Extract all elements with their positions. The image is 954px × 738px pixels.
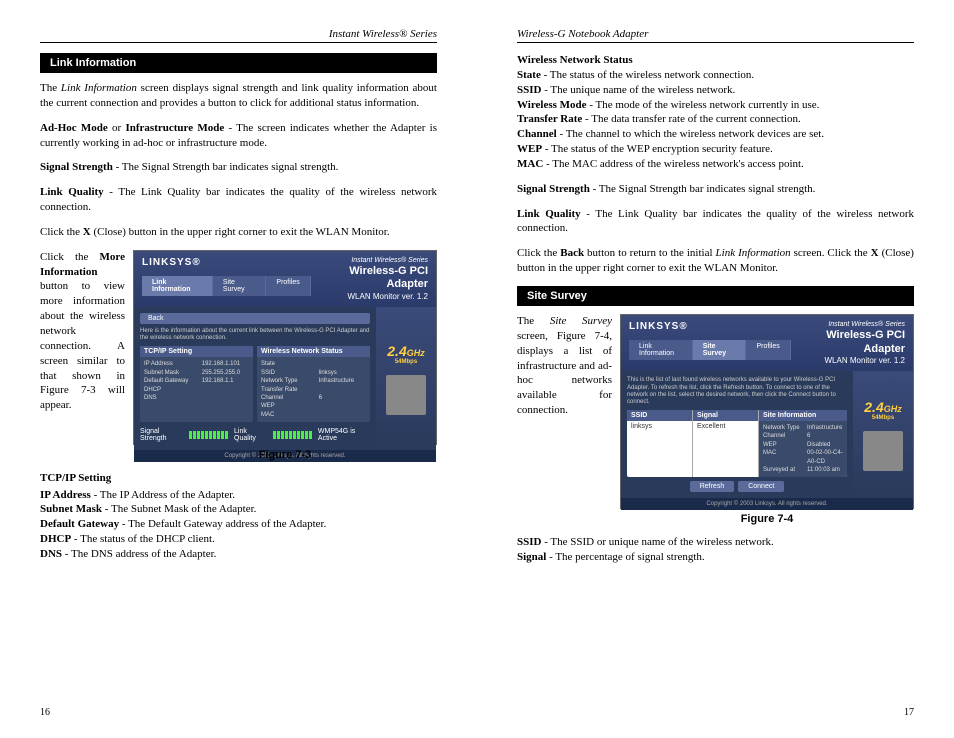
- screenshot-site-survey: LINKSYS® Link Information Site Survey Pr…: [620, 314, 914, 509]
- wep-line: WEP - The status of the WEP encryption s…: [517, 142, 914, 157]
- linkquality-paragraph: Link Quality - The Link Quality bar indi…: [40, 185, 437, 215]
- wns-panel: Wireless Network Status StateSSIDlinksys…: [257, 346, 370, 422]
- list-item-ssid[interactable]: linksys: [627, 421, 692, 432]
- ssid-column: SSID linksys: [627, 410, 693, 477]
- signal-paragraph: Signal Strength - The Signal Strength ba…: [40, 160, 437, 175]
- back-paragraph: Click the Back button to return to the i…: [517, 246, 914, 276]
- subnet-line: Subnet Mask - The Subnet Mask of the Ada…: [40, 502, 437, 517]
- trate-line: Transfer Rate - The data transfer rate o…: [517, 112, 914, 127]
- ss-footer-2: Copyright © 2003 Linksys. All rights res…: [621, 498, 913, 510]
- list-item-signal: Excellent: [693, 421, 758, 432]
- ss-product-title: Instant Wireless® Series Wireless-G PCI …: [311, 257, 428, 301]
- figure-74-wrap: The Site Survey screen, Figure 7-4, disp…: [517, 314, 914, 525]
- ss-side: 2.4GHz 54Mbps: [376, 307, 436, 450]
- signal-column: Signal Excellent: [693, 410, 759, 477]
- tab-profiles-2[interactable]: Profiles: [746, 340, 790, 360]
- intro-paragraph: The Link Information screen displays sig…: [40, 81, 437, 111]
- ss-tabs-2: Link Information Site Survey Profiles: [629, 340, 791, 360]
- section-site-survey: Site Survey: [517, 286, 914, 306]
- wns-header: Wireless Network Status: [517, 53, 914, 68]
- more-info-paragraph: Click the More Information button to vie…: [40, 250, 125, 413]
- ss-header: LINKSYS® Link Information Site Survey Pr…: [134, 251, 436, 307]
- lq-line-r: Link Quality - The Link Quality bar indi…: [517, 207, 914, 237]
- ss-product-title-2: Instant Wireless® Series Wireless-G PCI …: [791, 321, 905, 365]
- tab-profiles[interactable]: Profiles: [266, 276, 310, 296]
- network-list: SSID linksys Signal Excellent Site Infor…: [627, 410, 847, 477]
- ss-body-2: This is the list of last found wireless …: [621, 371, 913, 498]
- screenshot-link-info: LINKSYS® Link Information Site Survey Pr…: [133, 250, 437, 445]
- site-info-panel: Site Information Network TypeInfrastruct…: [759, 410, 847, 477]
- state-line: State - The status of the wireless netwo…: [517, 68, 914, 83]
- signal2-line: Signal - The percentage of signal streng…: [517, 550, 914, 565]
- tcpip-header: TCP/IP Setting: [40, 471, 437, 486]
- signal-bar: [189, 431, 228, 439]
- close-paragraph: Click the X (Close) button in the upper …: [40, 225, 437, 240]
- tab-link-information[interactable]: Link Information: [142, 276, 213, 296]
- ss-main: Back Here is the information about the c…: [134, 307, 376, 450]
- connect-button[interactable]: Connect: [738, 481, 784, 492]
- adapter-icon: [386, 375, 426, 415]
- dns-line: DNS - The DNS address of the Adapter.: [40, 547, 437, 562]
- back-button[interactable]: Back: [140, 313, 370, 324]
- sig-line-r: Signal Strength - The Signal Strength ba…: [517, 182, 914, 197]
- ip-line: IP Address - The IP Address of the Adapt…: [40, 488, 437, 503]
- ghz-badge: 2.4GHz 54Mbps: [387, 343, 424, 365]
- tab-site-survey[interactable]: Site Survey: [213, 276, 267, 296]
- left-page: Instant Wireless® Series Link Informatio…: [0, 0, 477, 738]
- gateway-line: Default Gateway - The Default Gateway ad…: [40, 517, 437, 532]
- wmode-line: Wireless Mode - The mode of the wireless…: [517, 98, 914, 113]
- page-number-right: 17: [904, 707, 914, 718]
- linksys-logo-2: LINKSYS®: [629, 321, 791, 332]
- ss-tabs: Link Information Site Survey Profiles: [142, 276, 311, 296]
- page-number-left: 16: [40, 707, 50, 718]
- ss-description: Here is the information about the curren…: [140, 328, 370, 342]
- ss-header-2: LINKSYS® Link Information Site Survey Pr…: [621, 315, 913, 371]
- tab-link-information-2[interactable]: Link Information: [629, 340, 693, 360]
- ss-body: Back Here is the information about the c…: [134, 307, 436, 450]
- right-page: Wireless-G Notebook Adapter Wireless Net…: [477, 0, 954, 738]
- series-header-right: Wireless-G Notebook Adapter: [517, 28, 914, 43]
- ssid-line: SSID - The unique name of the wireless n…: [517, 83, 914, 98]
- tab-site-survey-2[interactable]: Site Survey: [693, 340, 747, 360]
- refresh-button[interactable]: Refresh: [690, 481, 735, 492]
- figure-74: LINKSYS® Link Information Site Survey Pr…: [620, 314, 914, 525]
- figure-74-caption: Figure 7-4: [620, 513, 914, 525]
- channel-line: Channel - The channel to which the wirel…: [517, 127, 914, 142]
- ssid2-line: SSID - The SSID or unique name of the wi…: [517, 535, 914, 550]
- dhcp-line: DHCP - The status of the DHCP client.: [40, 532, 437, 547]
- button-row: Refresh Connect: [627, 481, 847, 492]
- ss-strength-row: Signal Strength Link Quality WMP54G is A…: [140, 426, 370, 444]
- tcpip-panel: TCP/IP Setting IP Address192.168.1.101Su…: [140, 346, 253, 422]
- adhoc-paragraph: Ad-Hoc Mode or Infrastructure Mode - The…: [40, 121, 437, 151]
- figure-73-wrap: Click the More Information button to vie…: [40, 250, 437, 461]
- figure-73: LINKSYS® Link Information Site Survey Pr…: [133, 250, 437, 461]
- ss-description-2: This is the list of last found wireless …: [627, 377, 847, 406]
- ghz-badge-2: 2.4GHz 54Mbps: [864, 399, 901, 421]
- quality-bar: [273, 431, 312, 439]
- ss-main-2: This is the list of last found wireless …: [621, 371, 853, 498]
- section-link-information: Link Information: [40, 53, 437, 73]
- adapter-icon-2: [863, 431, 903, 471]
- site-survey-paragraph: The Site Survey screen, Figure 7-4, disp…: [517, 314, 612, 418]
- linksys-logo: LINKSYS®: [142, 257, 311, 268]
- ss-side-2: 2.4GHz 54Mbps: [853, 371, 913, 498]
- mac-line: MAC - The MAC address of the wireless ne…: [517, 157, 914, 172]
- series-header-left: Instant Wireless® Series: [40, 28, 437, 43]
